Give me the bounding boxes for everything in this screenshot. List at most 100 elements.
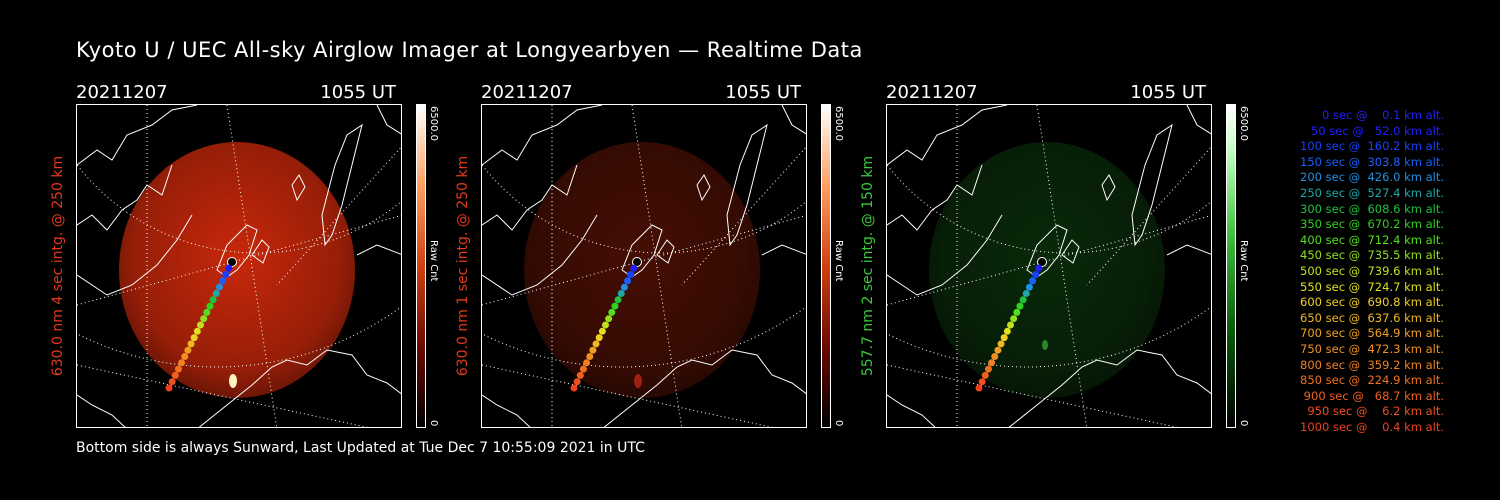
panel-ylabel: 557.7 nm 2 sec intg. @ 150 km	[860, 155, 876, 377]
trajectory-point	[171, 371, 179, 379]
trajectory-point	[193, 327, 201, 335]
panel-ylabel: 630.0 nm 1 sec intg. @ 250 km	[455, 155, 471, 377]
trajectory-point	[984, 365, 992, 373]
trajectory-point	[988, 359, 996, 367]
trajectory-point	[203, 308, 211, 316]
trajectory-point	[602, 321, 609, 329]
legend-item: 800 sec @ 359.2 km alt.	[1296, 357, 1444, 372]
legend-item: 350 sec @ 670.2 km alt.	[1296, 217, 1444, 232]
trajectory-point	[190, 334, 198, 342]
trajectory-point	[592, 340, 600, 348]
trajectory-point	[227, 257, 237, 267]
trajectory-point	[994, 346, 1002, 354]
colorbar	[416, 104, 426, 428]
trajectory-point	[589, 346, 597, 354]
trajectory-point	[187, 340, 195, 348]
colorbar-unit: Raw Cnt	[428, 240, 439, 282]
trajectory-point	[222, 271, 230, 279]
panel-date: 20211207	[886, 82, 978, 103]
footer-note: Bottom side is always Sunward, Last Upda…	[76, 440, 645, 456]
legend-item: 0 sec @ 0.1 km alt.	[1311, 108, 1444, 122]
colorbar-min: 0	[1238, 420, 1249, 427]
panel-time: 1055 UT	[320, 82, 396, 103]
panel-ylabel: 630.0 nm 4 sec intg. @ 250 km	[50, 155, 66, 377]
trajectory-point	[627, 271, 635, 279]
trajectory-point	[1025, 283, 1033, 291]
trajectory-point	[614, 296, 622, 304]
trajectory-point	[605, 315, 613, 323]
trajectory-point	[219, 277, 227, 285]
aurora-spot	[229, 374, 237, 388]
colorbar	[1226, 104, 1236, 428]
legend-item: 500 sec @ 739.6 km alt.	[1296, 263, 1444, 278]
trajectory-point	[1019, 296, 1027, 304]
legend-item: 700 sec @ 564.9 km alt.	[1296, 326, 1444, 341]
legend-item: 600 sec @ 690.8 km alt.	[1296, 295, 1444, 310]
allsky-image	[76, 104, 402, 428]
legend-item: 1000 sec @ 0.4 km alt.	[1300, 419, 1444, 434]
legend-item: 850 sec @ 224.9 km alt.	[1296, 373, 1444, 388]
trajectory-point	[200, 315, 208, 323]
panel-630-1sec: 20211207 1055 UT 630.0 nm 1 sec intg. @ …	[455, 80, 881, 430]
trajectory-point	[1016, 302, 1024, 310]
trajectory-point	[595, 334, 603, 342]
trajectory-point	[1007, 321, 1014, 329]
legend-item: 100 sec @ 160.2 km alt.	[1296, 139, 1444, 154]
legend-item: 950 sec @ 6.2 km alt.	[1303, 404, 1444, 419]
aurora-spot	[634, 374, 642, 388]
trajectory-point	[978, 378, 986, 386]
colorbar-max: 6500.0	[1238, 106, 1249, 141]
colorbar-max: 6500.0	[833, 106, 844, 141]
trajectory-point	[1035, 264, 1043, 272]
allsky-image	[481, 104, 807, 428]
panel-time: 1055 UT	[725, 82, 801, 103]
legend-item: 650 sec @ 637.6 km alt.	[1296, 310, 1444, 325]
trajectory-point	[586, 353, 594, 360]
colorbar	[821, 104, 831, 428]
trajectory-point	[1037, 257, 1047, 267]
trajectory-point	[1032, 271, 1040, 279]
trajectory-point	[178, 359, 186, 367]
trajectory-point	[997, 340, 1005, 348]
trajectory-point	[632, 257, 642, 267]
trajectory-point	[1013, 308, 1021, 316]
legend-item: 50 sec @ 52.0 km alt.	[1303, 123, 1444, 138]
trajectory-point	[165, 384, 173, 392]
legend-item: 900 sec @ 68.7 km alt.	[1300, 388, 1444, 403]
colorbar-max: 6500.0	[428, 106, 439, 141]
trajectory-point	[206, 302, 214, 310]
trajectory-point	[975, 384, 983, 392]
trajectory-point	[620, 283, 628, 291]
trajectory-point	[181, 353, 189, 360]
trajectory-point	[174, 365, 182, 373]
trajectory-point	[1003, 327, 1011, 335]
colorbar-unit: Raw Cnt	[1238, 240, 1249, 282]
legend-item: 450 sec @ 735.5 km alt.	[1296, 248, 1444, 263]
panel-630-4sec: 20211207 1055 UT 630.0 nm 4 sec intg. @ …	[50, 80, 476, 430]
trajectory-point	[225, 264, 233, 272]
trajectory-point	[624, 277, 632, 285]
trajectory-point	[212, 290, 220, 297]
legend-item: 400 sec @ 712.4 km alt.	[1296, 232, 1444, 247]
trajectory-point	[184, 346, 192, 354]
panel-date: 20211207	[76, 82, 168, 103]
trajectory-point	[1000, 334, 1008, 342]
page-title: Kyoto U / UEC All-sky Airglow Imager at …	[76, 38, 863, 62]
colorbar-min: 0	[428, 420, 439, 427]
legend-item: 750 sec @ 472.3 km alt.	[1296, 341, 1444, 356]
legend-item: 550 sec @ 724.7 km alt.	[1296, 279, 1444, 294]
legend-item: 200 sec @ 426.0 km alt.	[1296, 170, 1444, 185]
trajectory-point	[209, 296, 217, 304]
trajectory-point	[630, 264, 638, 272]
trajectory-point	[576, 371, 584, 379]
trajectory-legend: 0 sec @ 0.1 km alt. 50 sec @ 52.0 km alt…	[1262, 108, 1444, 435]
trajectory-point	[168, 378, 176, 386]
trajectory-point	[611, 302, 619, 310]
panel-time: 1055 UT	[1130, 82, 1206, 103]
trajectory-point	[1010, 315, 1018, 323]
trajectory-point	[608, 308, 616, 316]
trajectory-point	[570, 384, 578, 392]
trajectory-point	[197, 321, 204, 329]
legend-item: 250 sec @ 527.4 km alt.	[1296, 185, 1444, 200]
trajectory-point	[981, 371, 989, 379]
